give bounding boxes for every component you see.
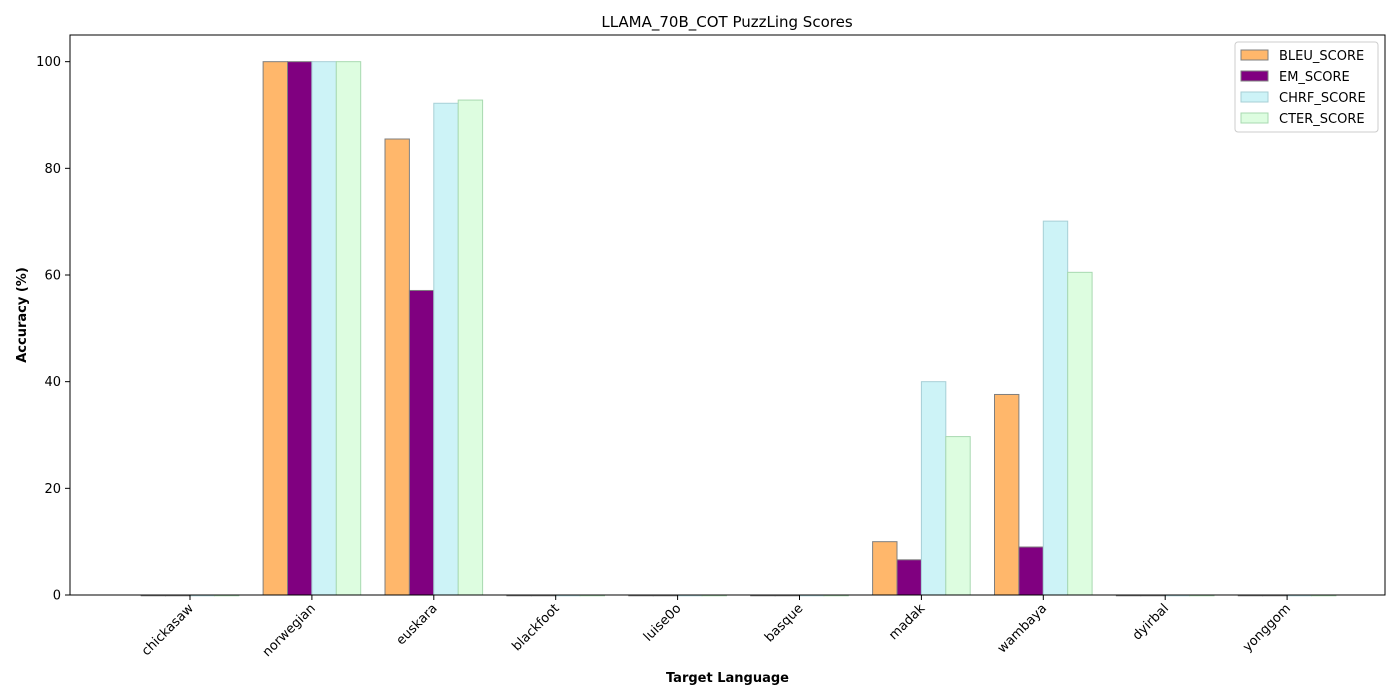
legend-box [1234, 41, 1379, 133]
legend-swatch-bleu_score [1240, 49, 1269, 61]
y-tick-label: 40 [44, 375, 61, 390]
x-axis-label: Target Language [666, 671, 789, 686]
bar-bleu_score-norwegian [262, 61, 289, 596]
x-tick-label: euskara [394, 601, 441, 648]
bar-chrf_score-madak [920, 381, 947, 596]
x-tick-label: chickasaw [139, 601, 197, 659]
x-axis: chickasaw norwegian euskara blackfoot luise0… [139, 595, 1294, 660]
bar-cter_score-norwegian [335, 61, 362, 596]
bar-chrf_score-euskara [433, 102, 459, 596]
y-tick-label: 60 [44, 269, 61, 284]
legend-label-bleu_score: BLEU_SCORE [1279, 49, 1364, 64]
bar-chrf_score-wambaya [1042, 220, 1069, 596]
x-tick-label: dyirbal [1130, 601, 1172, 643]
legend-label-em_score: EM_SCORE [1279, 70, 1350, 85]
x-tick-label: yonggom [1240, 601, 1294, 655]
x-tick-label: basque [762, 601, 806, 645]
bar-cter_score-wambaya [1067, 271, 1093, 596]
legend-swatch-cter_score [1240, 112, 1269, 124]
chart-title: LLAMA_70B_COT PuzzLing Scores [601, 13, 852, 32]
y-axis-label: Accuracy (%) [15, 267, 30, 363]
legend-swatch-em_score [1240, 70, 1269, 82]
plot-frame [69, 34, 1386, 596]
legend-swatch-chrf_score [1240, 91, 1269, 103]
bar-em_score-madak [896, 559, 922, 596]
y-axis: 0 20 40 60 80 100 [36, 55, 70, 604]
x-tick-label: luise0o [641, 601, 684, 644]
x-tick-label: blackfoot [509, 601, 562, 654]
y-tick-label: 100 [36, 55, 61, 70]
y-tick-label: 20 [44, 482, 61, 497]
bar-cter_score-madak [945, 436, 971, 596]
bar-chrf_score-norwegian [311, 61, 337, 596]
bar-bleu_score-wambaya [994, 393, 1020, 596]
bar-bleu_score-euskara [384, 138, 410, 596]
bars-group [140, 61, 1337, 597]
legend-label-cter_score: CTER_SCORE [1279, 112, 1365, 127]
bar-bleu_score-madak [872, 541, 898, 596]
x-tick-label: wambaya [995, 601, 1050, 656]
bar-em_score-norwegian [287, 61, 313, 596]
y-tick-label: 80 [44, 162, 61, 177]
legend-label-chrf_score: CHRF_SCORE [1279, 91, 1366, 106]
y-tick-label: 0 [53, 589, 61, 604]
bar-em_score-euskara [408, 289, 435, 596]
x-tick-label: norwegian [260, 601, 319, 660]
x-tick-label: madak [886, 601, 928, 643]
bar-cter_score-euskara [457, 99, 484, 596]
bar-em_score-wambaya [1018, 546, 1044, 596]
legend: BLEU_SCORE EM_SCORE CHRF_SCORE CTER_SCORE [1234, 41, 1379, 133]
